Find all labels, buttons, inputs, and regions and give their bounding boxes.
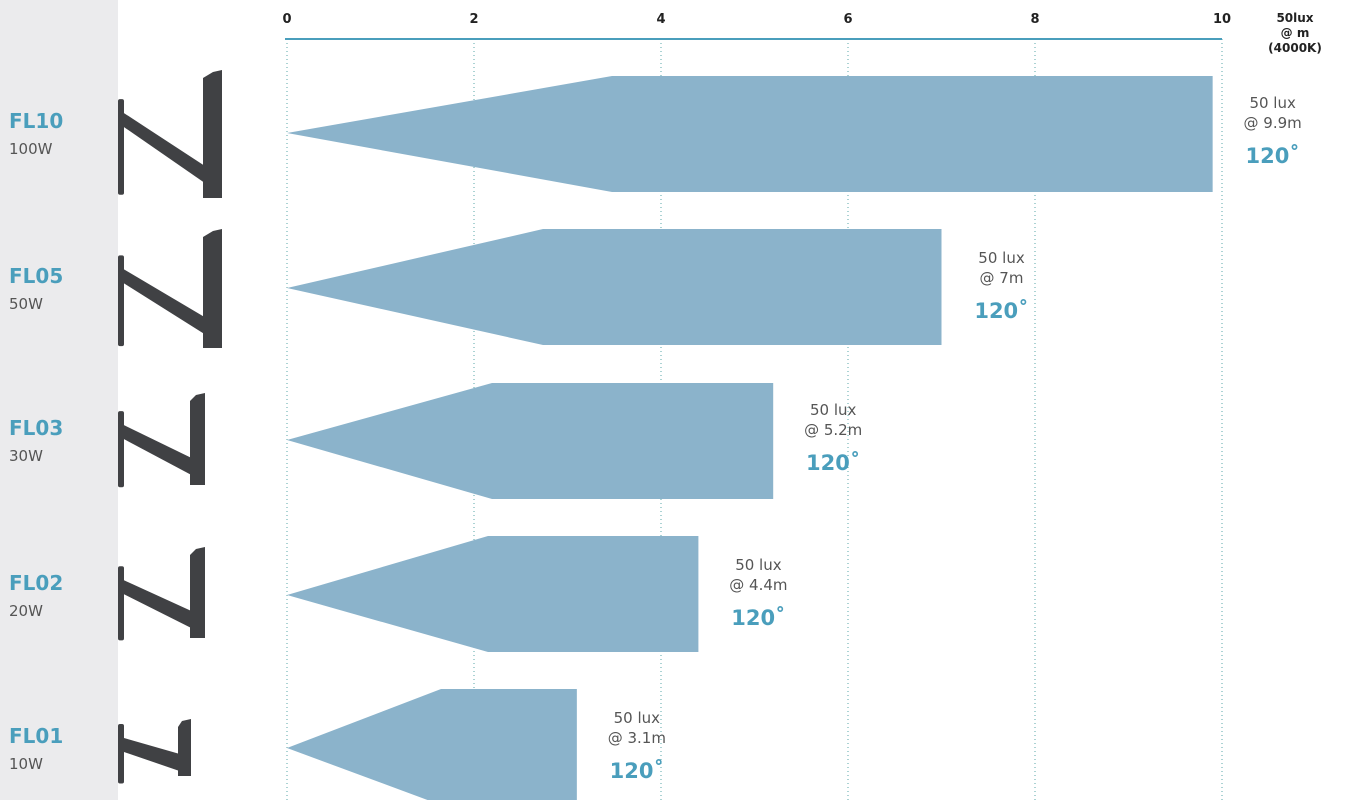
lux-label: 50 lux (735, 556, 782, 574)
x-axis-unit-line: (4000K) (1268, 41, 1322, 55)
model-label: FL02 (9, 571, 63, 595)
power-label: 30W (9, 447, 43, 465)
model-label: FL03 (9, 416, 63, 440)
chart-row-fl03: FL03 30W 50 lux @ 5.2m 120˚ (9, 383, 862, 499)
x-tick-label: 4 (656, 12, 665, 27)
beam-angle-label: 120˚ (1245, 144, 1299, 168)
lux-label: 50 lux (810, 401, 857, 419)
floodlight-icon (118, 393, 205, 488)
distance-label: @ 4.4m (729, 576, 787, 594)
x-axis-unit-line: 50lux (1276, 11, 1313, 25)
beam-bar (287, 76, 1213, 192)
floodlight-icon (118, 547, 205, 641)
x-axis-unit-line: @ m (1281, 26, 1310, 40)
floodlight-icon (118, 70, 222, 198)
floodlight-icon (118, 229, 222, 348)
floodlight-icon (118, 719, 191, 784)
chart-row-fl01: FL01 10W 50 lux @ 3.1m 120˚ (9, 689, 666, 804)
lux-label: 50 lux (1249, 94, 1296, 112)
beam-angle-label: 120˚ (806, 451, 860, 475)
power-label: 20W (9, 602, 43, 620)
beam-angle-label: 120˚ (610, 759, 664, 783)
chart-row-fl10: FL10 100W 50 lux @ 9.9m 120˚ (9, 70, 1302, 198)
x-axis-ticks: 0 2 4 6 8 10 (282, 12, 1231, 27)
power-label: 50W (9, 295, 43, 313)
chart-row-fl02: FL02 20W 50 lux @ 4.4m 120˚ (9, 536, 788, 652)
beam-angle-label: 120˚ (731, 606, 785, 630)
model-label: FL01 (9, 724, 63, 748)
beam-bar (287, 229, 942, 345)
chart-row-fl05: FL05 50W 50 lux @ 7m 120˚ (9, 229, 1029, 348)
power-label: 100W (9, 140, 53, 158)
x-tick-label: 8 (1030, 12, 1039, 27)
x-tick-label: 10 (1213, 12, 1231, 27)
model-label: FL05 (9, 264, 63, 288)
lux-label: 50 lux (978, 249, 1025, 267)
beam-angle-label: 120˚ (974, 299, 1028, 323)
model-sidebar (0, 0, 118, 800)
x-axis-unit-label: 50lux@ m(4000K) (1268, 11, 1322, 55)
beam-bar (287, 689, 577, 804)
distance-label: @ 5.2m (804, 421, 862, 439)
x-tick-label: 0 (282, 12, 291, 27)
beam-bar (287, 536, 699, 652)
distance-label: @ 7m (980, 269, 1024, 287)
model-label: FL10 (9, 109, 63, 133)
power-label: 10W (9, 755, 43, 773)
lux-label: 50 lux (614, 709, 661, 727)
x-tick-label: 6 (843, 12, 852, 27)
distance-label: @ 9.9m (1244, 114, 1302, 132)
x-tick-label: 2 (469, 12, 478, 27)
beam-bar (287, 383, 774, 499)
chart-rows: FL10 100W 50 lux @ 9.9m 120˚ FL05 50W 50 lux @ 7… (9, 70, 1302, 804)
distance-label: @ 3.1m (608, 729, 666, 747)
